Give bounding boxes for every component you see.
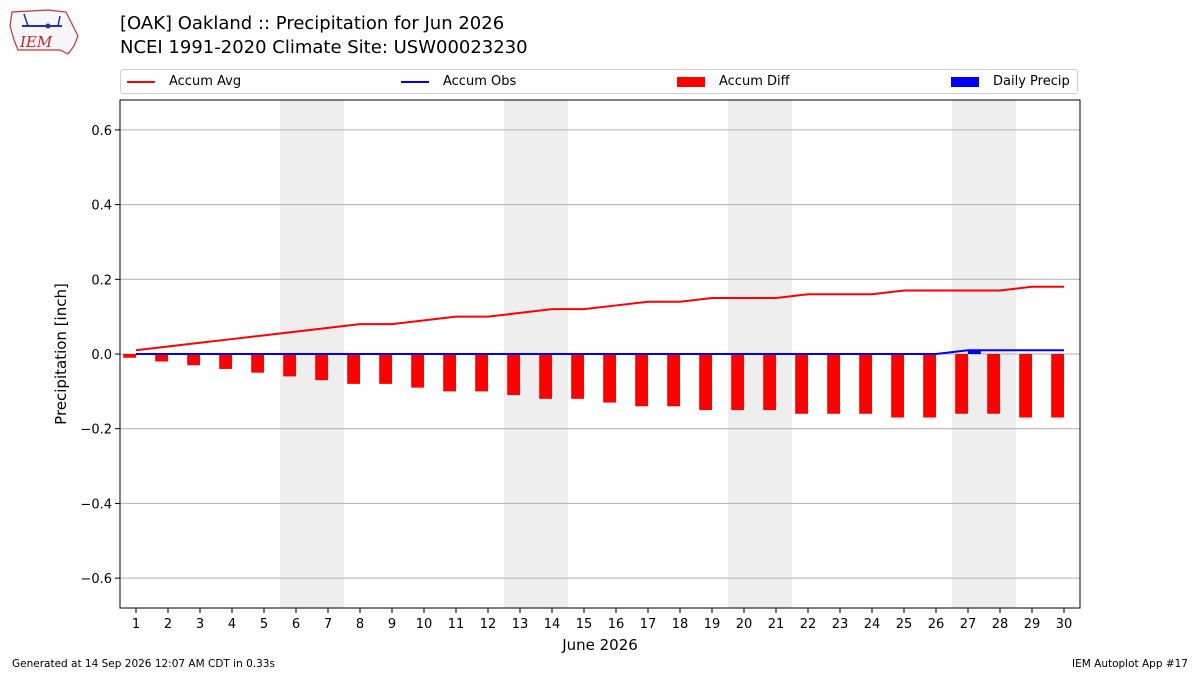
x-tick-label: 20 bbox=[736, 617, 753, 632]
iem-logo: IEM bbox=[9, 9, 79, 55]
accum-diff-bar bbox=[859, 354, 872, 414]
accum-diff-bar bbox=[251, 354, 264, 373]
accum-diff-bar bbox=[1019, 354, 1032, 418]
accum-diff-bar bbox=[923, 354, 936, 418]
x-tick-label: 11 bbox=[448, 617, 465, 632]
accum-diff-bar bbox=[603, 354, 616, 403]
accum-diff-bar bbox=[667, 354, 680, 407]
x-tick-label: 22 bbox=[800, 617, 817, 632]
x-tick-label: 24 bbox=[864, 617, 881, 632]
accum-diff-bar bbox=[699, 354, 712, 411]
legend-label: Accum Diff bbox=[719, 74, 790, 89]
footer-app-text: IEM Autoplot App #17 bbox=[1072, 658, 1188, 670]
legend: Accum Avg Accum Obs Accum Diff Daily Pre… bbox=[120, 69, 1078, 94]
x-tick-label: 28 bbox=[992, 617, 1009, 632]
x-tick-label: 17 bbox=[640, 617, 657, 632]
accum-diff-bar bbox=[635, 354, 648, 407]
accum-diff-bar bbox=[507, 354, 520, 396]
legend-swatch-daily-precip bbox=[951, 77, 979, 87]
x-tick-label: 16 bbox=[608, 617, 625, 632]
daily-precip-bar bbox=[968, 350, 981, 354]
x-tick-label: 7 bbox=[324, 617, 332, 632]
y-tick-label: 0.0 bbox=[91, 348, 112, 363]
accum-diff-bar bbox=[219, 354, 232, 369]
x-tick-label: 3 bbox=[196, 617, 204, 632]
footer-generated-text: Generated at 14 Sep 2026 12:07 AM CDT in… bbox=[12, 658, 275, 670]
x-tick-label: 1 bbox=[132, 617, 140, 632]
accum-diff-bar bbox=[827, 354, 840, 414]
x-tick-label: 25 bbox=[896, 617, 913, 632]
x-tick-label: 4 bbox=[228, 617, 236, 632]
x-tick-label: 23 bbox=[832, 617, 849, 632]
chart-title-line2: NCEI 1991-2020 Climate Site: USW00023230 bbox=[120, 37, 528, 58]
accum-diff-bar bbox=[315, 354, 328, 381]
x-tick-label: 2 bbox=[164, 617, 172, 632]
x-tick-label: 6 bbox=[292, 617, 300, 632]
x-tick-label: 13 bbox=[512, 617, 529, 632]
y-tick-label: 0.6 bbox=[91, 124, 112, 139]
x-tick-label: 12 bbox=[480, 617, 497, 632]
accum-diff-bar bbox=[795, 354, 808, 414]
accum-diff-bar bbox=[539, 354, 552, 399]
accum-diff-bar bbox=[1051, 354, 1064, 418]
y-tick-label: 0.2 bbox=[91, 273, 112, 288]
accum-diff-bar bbox=[187, 354, 200, 366]
legend-swatch-accum-diff bbox=[677, 77, 705, 87]
x-tick-label: 10 bbox=[416, 617, 433, 632]
y-tick-label: 0.4 bbox=[91, 199, 112, 214]
legend-swatch-accum-obs bbox=[401, 81, 429, 83]
legend-label: Accum Avg bbox=[169, 74, 242, 89]
accum-diff-bar bbox=[155, 354, 168, 362]
x-tick-label: 19 bbox=[704, 617, 721, 632]
accum-diff-bar bbox=[411, 354, 424, 388]
x-tick-label: 14 bbox=[544, 617, 561, 632]
accum-diff-bar bbox=[475, 354, 488, 392]
x-tick-label: 9 bbox=[388, 617, 396, 632]
accum-avg-line bbox=[135, 285, 1064, 352]
accum-diff-bar bbox=[731, 354, 744, 411]
y-tick-label: −0.6 bbox=[80, 572, 112, 587]
logo-text: IEM bbox=[19, 33, 53, 51]
x-tick-label: 26 bbox=[928, 617, 945, 632]
x-tick-label: 18 bbox=[672, 617, 689, 632]
y-tick-label: −0.2 bbox=[80, 423, 112, 438]
accum-diff-bar bbox=[571, 354, 584, 399]
x-tick-label: 29 bbox=[1024, 617, 1041, 632]
legend-label: Accum Obs bbox=[443, 74, 517, 89]
chart-title-line1: [OAK] Oakland :: Precipitation for Jun 2… bbox=[120, 13, 505, 34]
accum-diff-bar bbox=[283, 354, 296, 377]
x-tick-label: 5 bbox=[260, 617, 268, 632]
legend-swatch-accum-avg bbox=[127, 81, 155, 83]
x-tick-label: 8 bbox=[356, 617, 364, 632]
legend-label: Daily Precip bbox=[993, 74, 1070, 89]
accum-diff-bar bbox=[379, 354, 392, 384]
x-tick-label: 21 bbox=[768, 617, 785, 632]
y-tick-label: −0.4 bbox=[80, 497, 112, 512]
x-axis-label: June 2026 bbox=[561, 636, 638, 654]
accum-diff-bar bbox=[987, 354, 1000, 414]
accum-diff-bar bbox=[443, 354, 456, 392]
accum-diff-bar bbox=[123, 354, 136, 358]
accum-diff-bar bbox=[955, 354, 968, 414]
x-tick-label: 15 bbox=[576, 617, 593, 632]
y-axis-label: Precipitation [inch] bbox=[52, 283, 70, 425]
accum-diff-bar bbox=[763, 354, 776, 411]
x-tick-label: 27 bbox=[960, 617, 977, 632]
accum-diff-bar bbox=[891, 354, 904, 418]
x-tick-label: 30 bbox=[1056, 617, 1073, 632]
accum-diff-bar bbox=[347, 354, 360, 384]
accum-obs-line bbox=[136, 349, 1064, 355]
